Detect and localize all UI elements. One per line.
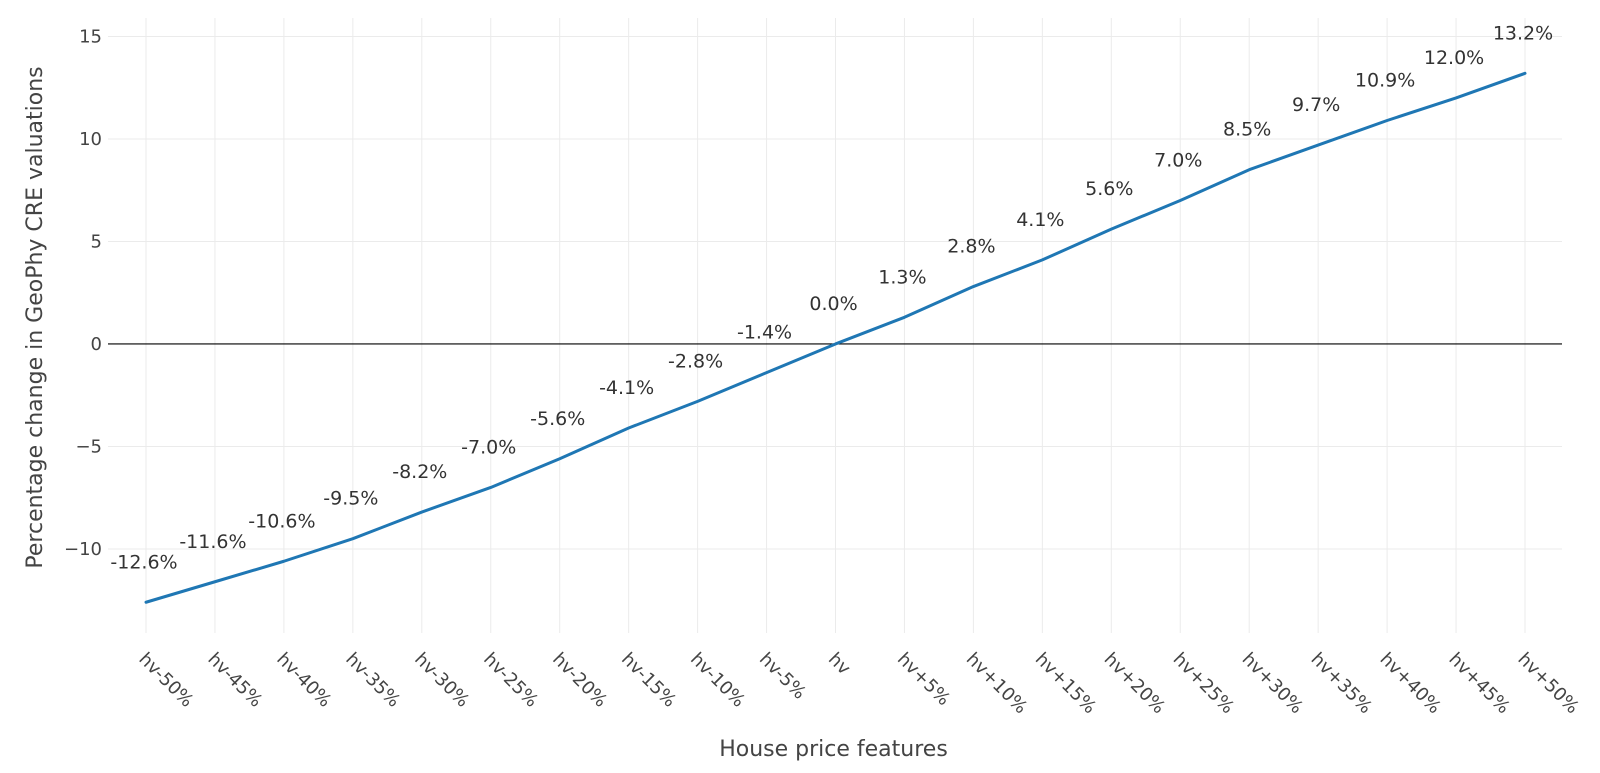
data-label: 1.3% — [878, 266, 926, 288]
x-tick-label: hv-5% — [755, 649, 810, 704]
y-axis-title: Percentage change in GeoPhy CRE valuatio… — [23, 66, 48, 568]
x-tick-label: hv-20% — [548, 649, 611, 712]
x-axis-title: House price features — [719, 737, 948, 762]
y-tick-label: 0 — [91, 334, 102, 355]
x-tick-label: hv-40% — [272, 649, 335, 712]
x-tick-label: hv-50% — [134, 649, 197, 712]
data-label: 5.6% — [1085, 178, 1133, 200]
data-label: -8.2% — [392, 461, 447, 483]
y-tick-label: −10 — [64, 539, 102, 560]
x-tick-labels: hv-50% hv-45% hv-40% hv-35% hv-30% hv-25% hv-2… — [134, 649, 1582, 718]
x-tick-label: hv+35% — [1307, 649, 1376, 718]
x-tick-label: hv+25% — [1169, 649, 1238, 718]
data-label: 9.7% — [1292, 94, 1340, 116]
x-tick-label: hv+20% — [1100, 649, 1169, 718]
data-label: 10.9% — [1355, 70, 1415, 92]
data-label: -1.4% — [737, 322, 792, 344]
y-tick-label: 5 — [91, 231, 102, 252]
data-label: -4.1% — [599, 377, 654, 399]
x-tick-label: hv-45% — [203, 649, 266, 712]
y-tick-labels: 15 10 5 0 −5 −10 — [64, 26, 102, 560]
data-label: -9.5% — [323, 488, 378, 510]
x-tick-label: hv+5% — [893, 649, 954, 710]
y-tick-label: 15 — [79, 26, 102, 47]
data-label: -11.6% — [179, 531, 246, 553]
y-tick-label: −5 — [75, 436, 102, 457]
data-label: 8.5% — [1223, 119, 1271, 141]
x-tick-label: hv+10% — [962, 649, 1031, 718]
data-label: 4.1% — [1016, 209, 1064, 231]
data-label: -10.6% — [248, 510, 315, 532]
data-label: -5.6% — [530, 408, 585, 430]
data-label: 12.0% — [1424, 47, 1484, 69]
data-label: -7.0% — [461, 436, 516, 458]
x-tick-label: hv+30% — [1238, 649, 1307, 718]
data-label: 0.0% — [809, 293, 857, 315]
x-tick-label: hv+40% — [1376, 649, 1445, 718]
grid-lines — [108, 18, 1562, 633]
data-label: 13.2% — [1493, 22, 1553, 44]
x-tick-label: hv+50% — [1513, 649, 1582, 718]
data-label: -2.8% — [668, 350, 723, 372]
data-label: 2.8% — [947, 236, 995, 258]
x-tick-label: hv+45% — [1445, 649, 1514, 718]
x-tick-label: hv-35% — [341, 649, 404, 712]
data-label: 7.0% — [1154, 149, 1202, 171]
x-tick-label: hv — [824, 649, 855, 680]
x-tick-label: hv-10% — [686, 649, 749, 712]
x-tick-label: hv-25% — [479, 649, 542, 712]
x-tick-label: hv+15% — [1031, 649, 1100, 718]
series-line-layer — [144, 71, 1527, 604]
y-tick-label: 10 — [79, 129, 102, 150]
x-tick-label: hv-30% — [410, 649, 473, 712]
data-label: -12.6% — [110, 551, 177, 573]
x-tick-label: hv-15% — [617, 649, 680, 712]
series-line — [144, 71, 1527, 604]
data-labels: -12.6%-11.6%-10.6% -9.5% -8.2% -7.0% -5.6% -4… — [110, 22, 1553, 573]
